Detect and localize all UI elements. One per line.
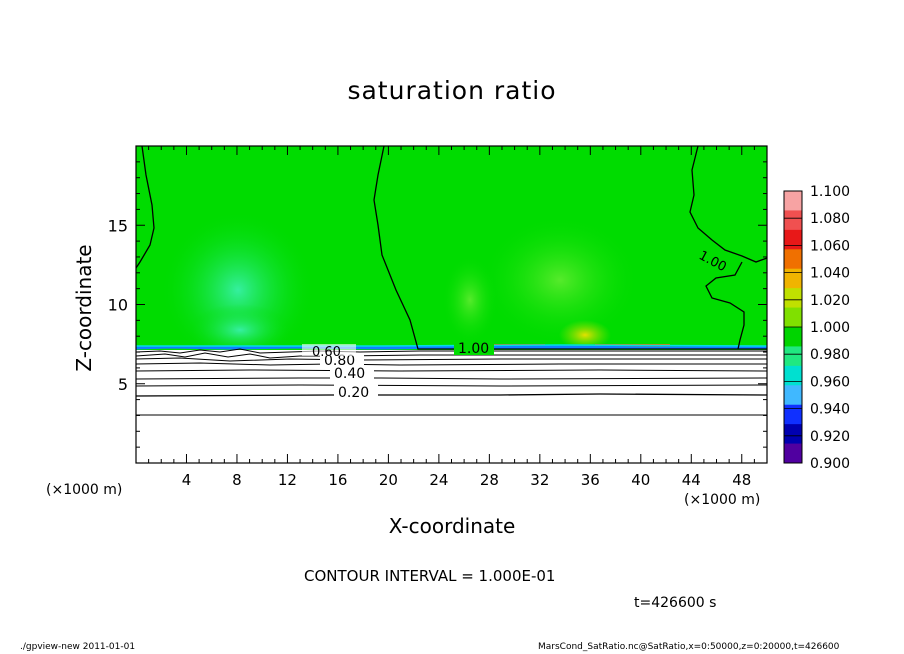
x-tick-label: 8 [232,471,242,489]
x-tick-label: 40 [631,471,650,489]
colorbar-label: 0.980 [810,347,850,363]
colorbar-swatch [784,424,802,445]
colorbar-swatch [784,268,802,289]
colorbar-swatch [784,346,802,367]
y-axis-ticks: 5 10 15 [108,161,767,448]
x-axis-ticks: 4 8 12 16 20 24 28 32 36 40 44 48 [148,146,755,489]
contour-label: 0.20 [338,385,369,401]
x-tick-label: 20 [379,471,398,489]
light-green-patch [442,255,498,345]
x-tick-label: 12 [278,471,297,489]
x-axis-label: X-coordinate [388,514,516,538]
unsaturated-region [136,350,767,463]
colorbar-swatch [784,443,802,464]
contour-label: 0.80 [324,353,355,369]
blue-boundary-band [136,345,767,350]
footer-right: MarsCond_SatRatio.nc@SatRatio,x=0:50000,… [538,642,840,652]
contour-line-1.00 [705,261,745,350]
colorbar-swatch [784,307,802,328]
x-tick-label: 4 [182,471,192,489]
chart-title: saturation ratio [347,76,557,105]
colorbar-swatch [784,191,802,211]
colorbar-label: 1.080 [810,211,850,227]
contour-labels: 1.00 1.00 0.80 0.60 0.40 0.20 [302,248,729,401]
contour-label: 0.60 [312,345,341,360]
x-unit-label-left: (×1000 m) [46,482,123,498]
colorbar-label: 0.920 [810,429,850,445]
yellow-patch [559,320,611,350]
x-tick-label: 32 [530,471,549,489]
contour-label: 1.00 [458,341,489,357]
colorbar-swatch [784,404,802,425]
contour-line-1.00 [136,146,155,269]
colorbar-swatch [784,288,802,309]
y-tick-label: 5 [118,375,128,394]
contour-line-1.00 [373,146,767,350]
contour-line-1.00 [689,146,767,263]
contour-label: 0.40 [334,366,365,382]
colorbar-swatch [784,327,802,347]
contour-line-0.80 [136,352,767,359]
contour-line-0.40 [136,377,767,380]
contour-line-0.90 [136,348,767,354]
colorbar-label: 0.960 [810,374,850,390]
colorbar-swatch [784,385,802,406]
colorbar-label: 0.900 [810,456,850,472]
contour-interval-text: CONTOUR INTERVAL = 1.000E-01 [304,567,556,585]
colorbar-swatch [784,210,802,231]
colorbar-label: 1.000 [810,320,850,336]
contour-line-0.20 [136,393,767,397]
colorbar-label: 1.100 [810,184,850,200]
cyan-boundary-band [136,344,767,347]
x-tick-label: 16 [328,471,347,489]
x-tick-label: 44 [682,471,701,489]
light-green-patch [480,215,640,345]
x-tick-label: 48 [732,471,751,489]
colorbar-swatch [784,365,802,386]
contour-line-0.50 [136,369,767,372]
contour-line-0.70 [136,357,767,362]
colorbar-swatch [784,249,802,270]
colorbar-label: 1.060 [810,238,850,254]
contour-line-0.30 [136,384,767,387]
x-tick-label: 24 [429,471,448,489]
time-stamp: t=426600 s [634,595,717,611]
plot-field [136,146,767,463]
cyan-patch-core [188,304,292,356]
x-unit-label-right: (×1000 m) [684,492,761,508]
x-tick-label: 28 [480,471,499,489]
y-tick-label: 15 [108,216,128,235]
colorbar-label: 1.020 [810,293,850,309]
colorbar-label: 0.940 [810,402,850,418]
colorbar-label: 1.040 [810,266,850,282]
colorbar: 1.100 1.080 1.060 1.040 1.020 1.000 0.980 0.960… [783,184,850,472]
x-tick-label: 36 [581,471,600,489]
colorbar-swatch [784,229,802,250]
footer-left: ./gpview-new 2011-01-01 [20,642,136,652]
y-tick-label: 10 [108,296,128,315]
